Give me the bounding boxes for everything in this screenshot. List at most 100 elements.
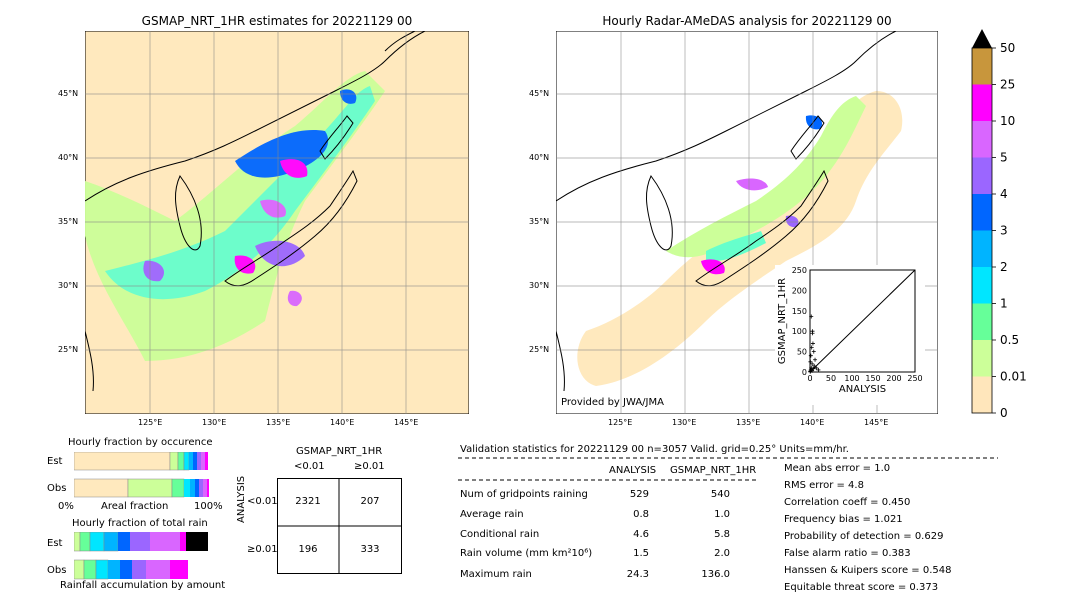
colorbar-segment [972, 267, 992, 304]
est-occurrence-bar [74, 452, 208, 471]
occurrence-title: Hourly fraction by occurence [68, 437, 213, 448]
left-lon-label: 140°E [330, 418, 355, 427]
scatter-point [810, 368, 815, 373]
stat-analysis-value: 24.3 [626, 569, 649, 580]
validation-col-analysis: ANALYSIS [609, 465, 657, 476]
scatter-y-tick: 250 [792, 266, 807, 275]
contingency-col-header: ≥0.01 [354, 461, 385, 472]
scatter-y-tick: 200 [792, 286, 807, 295]
scatter-point [810, 361, 815, 366]
colorbar-segment [972, 376, 992, 413]
colorbar-segment [972, 157, 992, 194]
right-lon-label: 140°E [800, 418, 825, 427]
score-line: Equitable threat score = 0.373 [784, 582, 939, 593]
stat-analysis-value: 4.6 [633, 529, 649, 540]
scatter-x-tick: 250 [907, 374, 922, 383]
score-line: Mean abs error = 1.0 [784, 463, 891, 474]
contingency-title: GSMAP_NRT_1HR [296, 446, 383, 457]
stat-gsmap-value: 540 [710, 489, 730, 500]
left-lon-label: 145°E [394, 418, 419, 427]
left-lat-label: 45°N [58, 89, 79, 98]
score-line: Frequency bias = 1.021 [784, 514, 903, 525]
score-line: Correlation coeff = 0.450 [784, 497, 911, 508]
scatter-x-tick: 150 [865, 374, 880, 383]
stat-analysis-value: 529 [629, 489, 649, 500]
left-map [85, 31, 469, 414]
left-lon-label: 135°E [266, 418, 291, 427]
scatter-diagonal [809, 269, 916, 373]
validation-header: Validation statistics for 20221129 00 n=… [460, 444, 849, 455]
right-lon-label: 145°E [864, 418, 889, 427]
colorbar-label: 10 [1000, 114, 1015, 128]
right-lon-label: 135°E [736, 418, 761, 427]
stat-analysis-value: 0.8 [633, 509, 649, 520]
contingency-col-header: <0.01 [294, 461, 325, 472]
left-lon-label: 130°E [202, 418, 227, 427]
scatter-point [816, 367, 821, 372]
left-lat-label: 40°N [58, 153, 79, 162]
scatter-ylabel: GSMAP_NRT_1HR [777, 278, 788, 364]
colorbar-extend-arrow [972, 29, 992, 48]
occurrence-xlabel: Areal fraction [101, 501, 169, 512]
contingency-cell: 196 [298, 544, 318, 555]
left-lat-label: 25°N [58, 345, 79, 354]
rain-fraction-title: Hourly fraction of total rain [72, 518, 208, 529]
right-lon-label: 130°E [672, 418, 697, 427]
left-lon-label: 125°E [138, 418, 163, 427]
contingency-row-header: <0.01 [247, 496, 278, 507]
occurrence-axis-right: 100% [194, 501, 223, 512]
scatter-x-tick: 200 [886, 374, 901, 383]
colorbar-label: 2 [1000, 260, 1008, 274]
colorbar-label: 25 [1000, 78, 1015, 92]
scatter-point [808, 359, 813, 364]
contingency-cell: 207 [360, 496, 380, 507]
obs-occurrence-bar [74, 478, 209, 498]
occurrence-row-label: Obs [47, 483, 67, 494]
stat-gsmap-value: 5.8 [714, 529, 730, 540]
right-coverage [577, 91, 903, 386]
scatter-point [809, 314, 814, 319]
scatter-y-tick: 150 [792, 307, 807, 316]
left-lat-label: 35°N [58, 217, 79, 226]
stat-label: Num of gridpoints raining [460, 489, 588, 500]
occurrence-bars [74, 452, 209, 498]
scatter-point [814, 365, 819, 370]
obs-rain-bar [74, 559, 188, 580]
right-lat-label: 35°N [529, 217, 550, 226]
scatter-point [808, 353, 813, 358]
left-rain-field [85, 71, 385, 361]
rain-fraction-xlabel: Rainfall accumulation by amount [60, 580, 226, 591]
colorbar-label: 1 [1000, 297, 1008, 311]
occurrence-axis-left: 0% [58, 501, 74, 512]
left-lat-label: 30°N [58, 281, 79, 290]
contingency-row-header: ≥0.01 [247, 544, 278, 555]
scatter-frame [809, 269, 916, 373]
scatter-y-tick: 50 [797, 348, 807, 357]
contingency-cell: 2321 [295, 496, 321, 507]
scatter-y-tick: 100 [792, 327, 807, 336]
score-line: False alarm ratio = 0.383 [784, 548, 911, 559]
right-lat-label: 30°N [529, 281, 550, 290]
scatter-point [811, 366, 816, 371]
colorbar-label: 0 [1000, 406, 1008, 418]
validation-divider [458, 479, 758, 481]
colorbar-label: 5 [1000, 151, 1008, 165]
stat-label: Conditional rain [460, 529, 540, 540]
left-map-title: GSMAP_NRT_1HR estimates for 20221129 00 [141, 14, 413, 28]
colorbar-segment [972, 303, 992, 340]
scatter-point [809, 365, 814, 370]
scatter-point [809, 345, 814, 350]
stat-gsmap-value: 1.0 [714, 509, 730, 520]
validation-col-gsmap: GSMAP_NRT_1HR [670, 465, 757, 476]
scatter-xlabel: ANALYSIS [839, 384, 886, 395]
score-line: RMS error = 4.8 [784, 480, 864, 491]
colorbar-segment [972, 194, 992, 231]
scatter-point [810, 341, 815, 346]
right-map-title: Hourly Radar-AMeDAS analysis for 2022112… [602, 14, 892, 28]
stat-gsmap-value: 2.0 [714, 548, 730, 559]
stat-label: Maximum rain [460, 569, 532, 580]
rain-fraction-row-label: Est [47, 538, 63, 549]
contingency-grid [277, 478, 402, 574]
score-line: Hanssen & Kuipers score = 0.548 [784, 565, 952, 576]
stat-label: Rain volume (mm km²10⁶) [460, 548, 593, 559]
